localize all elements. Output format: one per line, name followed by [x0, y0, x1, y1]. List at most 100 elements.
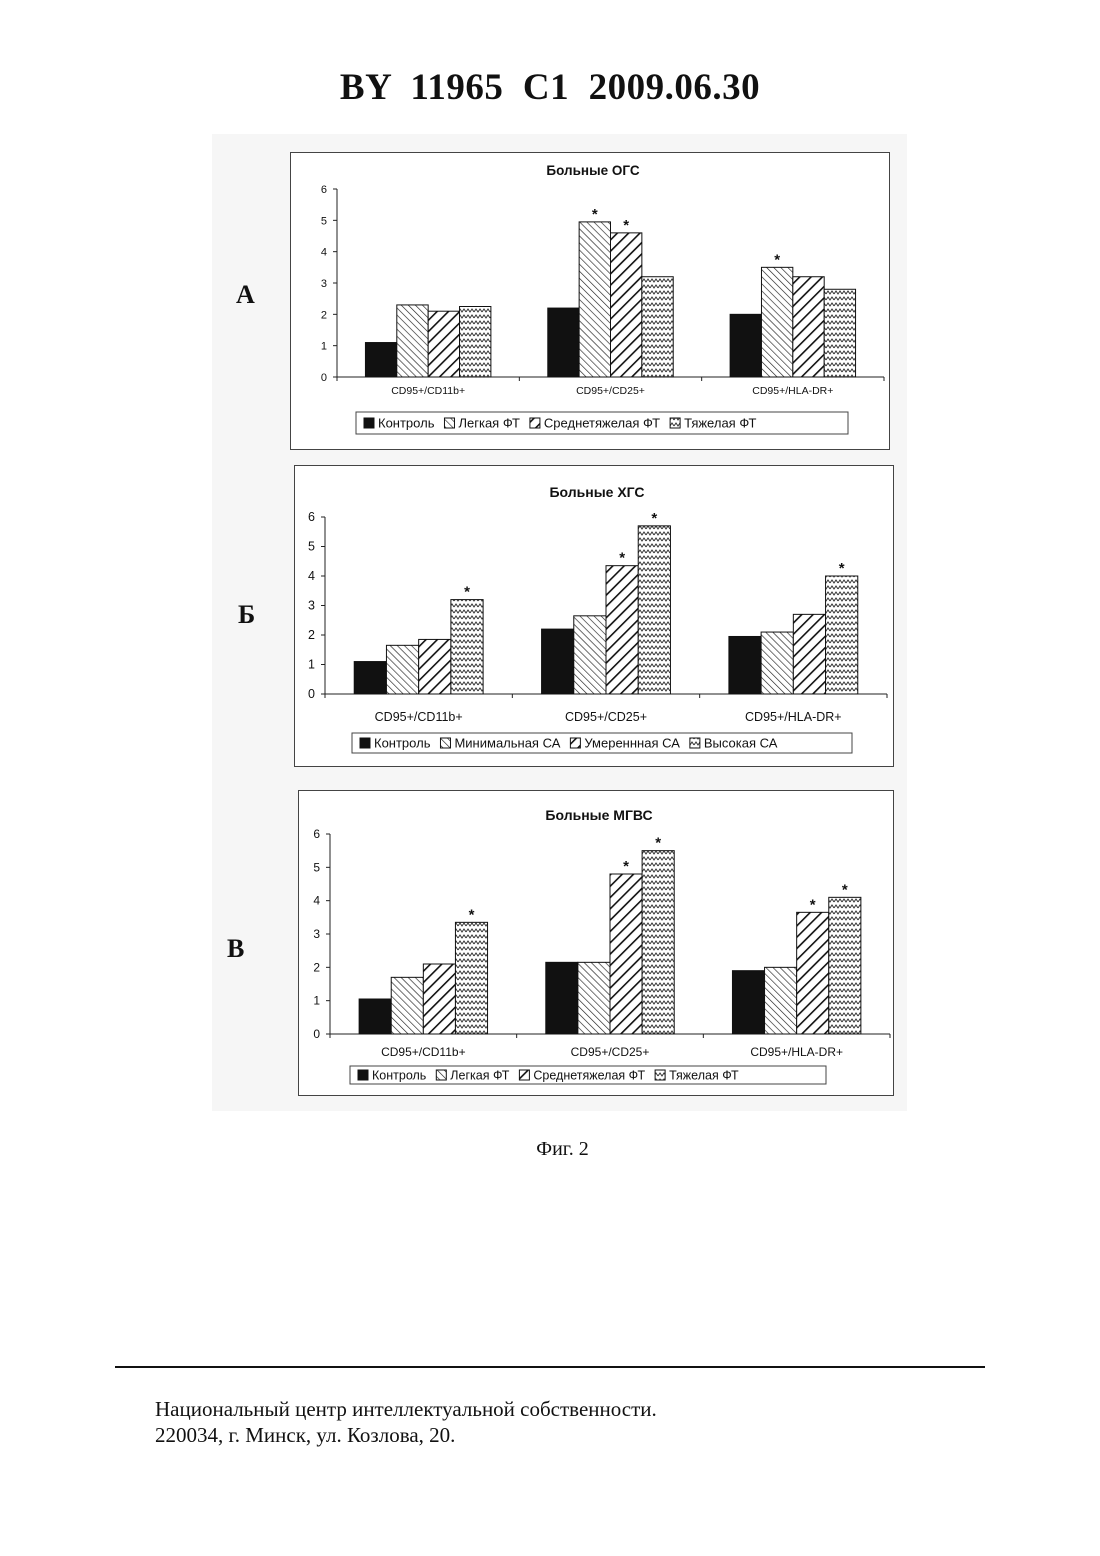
y-tick-label: 4 — [313, 894, 320, 908]
bar — [829, 897, 861, 1034]
significance-mark: * — [469, 906, 475, 923]
legend-label: Легкая ФТ — [450, 1069, 509, 1083]
legend-label: Среднетяжелая ФТ — [533, 1069, 645, 1083]
legend-label: Контроль — [374, 736, 431, 751]
footer-divider — [115, 1366, 985, 1368]
significance-mark: * — [623, 858, 629, 875]
bar — [419, 639, 451, 694]
y-tick-label: 0 — [321, 372, 327, 384]
x-category-label: CD95+/CD11b+ — [381, 1045, 466, 1059]
y-tick-label: 6 — [321, 184, 327, 196]
legend-label: Контроль — [372, 1069, 426, 1083]
chart-ogs: Больные ОГС0123456CD95+/CD11b+**CD95+/CD… — [290, 152, 890, 450]
bar — [386, 645, 418, 694]
significance-mark: * — [623, 217, 629, 234]
bar — [451, 600, 483, 694]
significance-mark: * — [839, 560, 845, 577]
bar — [826, 576, 858, 694]
legend-label: Контроль — [378, 416, 435, 431]
legend-swatch — [440, 738, 450, 748]
significance-mark: * — [651, 510, 657, 527]
y-tick-label: 4 — [308, 569, 315, 583]
x-category-label: CD95+/CD11b+ — [375, 710, 463, 724]
bar — [824, 289, 855, 377]
legend-swatch — [690, 738, 700, 748]
footer-line-2: 220034, г. Минск, ул. Козлова, 20. — [155, 1422, 657, 1448]
y-tick-label: 1 — [313, 994, 320, 1008]
bar — [730, 314, 761, 377]
bar — [610, 874, 642, 1034]
y-tick-label: 6 — [308, 510, 315, 524]
bar — [578, 962, 610, 1034]
y-tick-label: 6 — [313, 827, 320, 841]
legend-label: Легкая ФТ — [458, 416, 520, 431]
figure-caption: Фиг. 2 — [0, 1138, 1100, 1161]
bar — [642, 851, 674, 1034]
y-tick-label: 1 — [308, 658, 315, 672]
legend: Контроль Минимальная СА Умереннная СА Высок… — [352, 733, 852, 753]
chart-hgs: Больные ХГС0123456*CD95+/CD11b+**CD95+/C… — [294, 465, 894, 767]
y-tick-label: 5 — [321, 215, 327, 227]
y-tick-label: 1 — [321, 341, 327, 353]
footer: Национальный центр интеллектуальной собс… — [155, 1396, 657, 1448]
legend-label: Тяжелая ФТ — [684, 416, 756, 431]
bar — [423, 964, 455, 1034]
bar — [765, 967, 797, 1034]
bar — [606, 566, 638, 694]
x-category-label: CD95+/CD11b+ — [391, 385, 465, 397]
y-tick-label: 5 — [308, 540, 315, 554]
significance-mark: * — [592, 206, 598, 223]
legend-swatch — [436, 1070, 446, 1080]
bar — [359, 999, 391, 1034]
legend-swatch — [358, 1070, 368, 1080]
legend-label: Тяжелая ФТ — [669, 1069, 739, 1083]
legend: Контроль Легкая ФТ Среднетяжелая ФТ Тяжелая… — [356, 412, 848, 434]
legend-label: Минимальная СА — [454, 736, 560, 751]
bar — [611, 233, 642, 377]
significance-mark: * — [842, 881, 848, 898]
y-tick-label: 3 — [308, 599, 315, 613]
significance-mark: * — [810, 896, 816, 913]
x-category-label: CD95+/HLA-DR+ — [752, 385, 833, 397]
legend-swatch — [444, 418, 454, 428]
legend: Контроль Легкая ФТ Среднетяжелая ФТ Тяжелая… — [350, 1066, 826, 1084]
bar — [428, 311, 459, 377]
x-category-label: CD95+/HLA-DR+ — [745, 710, 842, 724]
bar — [761, 632, 793, 694]
bar — [732, 971, 764, 1034]
x-category-label: CD95+/CD25+ — [576, 385, 645, 397]
bar — [793, 614, 825, 694]
y-tick-label: 2 — [321, 309, 327, 321]
x-category-label: CD95+/HLA-DR+ — [750, 1045, 843, 1059]
y-tick-label: 0 — [313, 1027, 320, 1041]
patent-header: BY 11965 C1 2009.06.30 — [0, 66, 1100, 109]
footer-line-1: Национальный центр интеллектуальной собс… — [155, 1396, 657, 1422]
significance-mark: * — [774, 251, 780, 268]
legend-label: Среднетяжелая ФТ — [544, 416, 660, 431]
legend-swatch — [364, 418, 374, 428]
legend-label: Высокая СА — [704, 736, 778, 751]
y-tick-label: 5 — [313, 860, 320, 874]
bar — [729, 636, 761, 694]
bar — [642, 277, 673, 377]
significance-mark: * — [619, 550, 625, 567]
legend-swatch — [570, 738, 580, 748]
bar — [391, 977, 423, 1034]
legend-swatch — [519, 1070, 529, 1080]
bar — [455, 922, 487, 1034]
legend-label: Умереннная СА — [584, 736, 680, 751]
panel-letter-b: Б — [238, 600, 255, 630]
bar — [365, 343, 396, 377]
chart-mgvs: Больные МГВС0123456*CD95+/CD11b+**CD95+/… — [298, 790, 894, 1096]
x-category-label: CD95+/CD25+ — [565, 710, 647, 724]
bar — [574, 616, 606, 694]
panel-letter-c: В — [227, 934, 244, 964]
bar — [638, 526, 670, 694]
bar — [793, 277, 824, 377]
panel-letter-a: А — [236, 280, 255, 310]
legend-swatch — [360, 738, 370, 748]
bar — [542, 629, 574, 694]
chart-title: Больные ОГС — [546, 163, 639, 178]
bar — [354, 662, 386, 694]
y-tick-label: 0 — [308, 687, 315, 701]
